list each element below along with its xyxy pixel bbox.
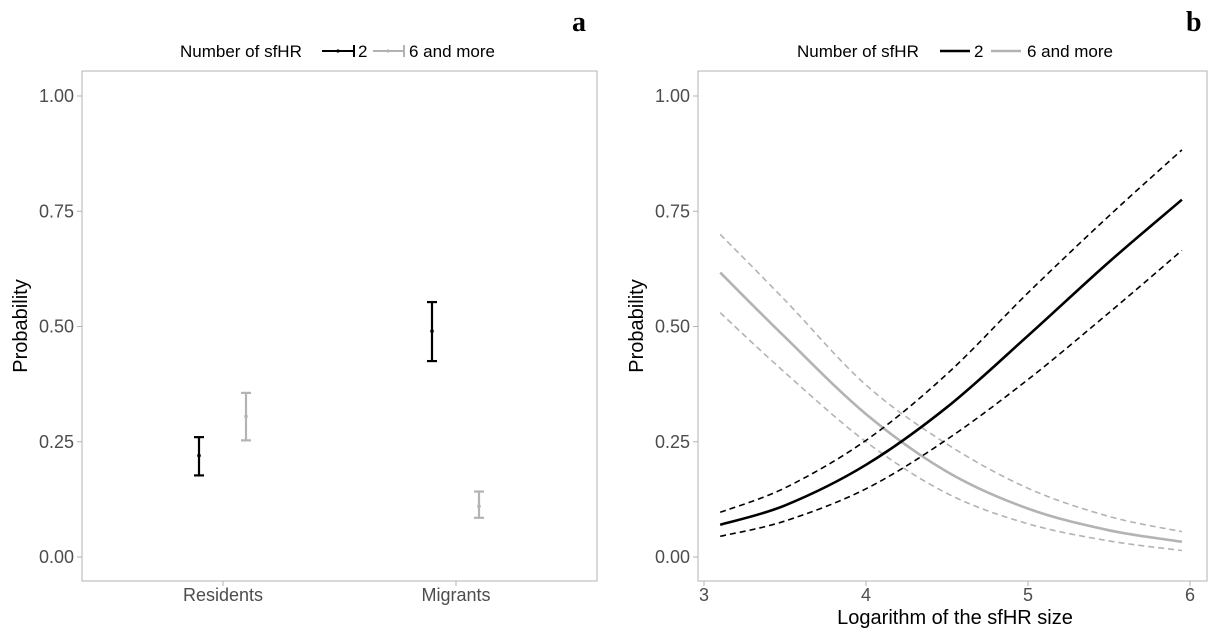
errorbar-point (244, 414, 248, 419)
y-tick-label: 0.25 (655, 432, 690, 452)
y-tick-label: 0.50 (655, 317, 690, 337)
series-2-ci-upper (719, 149, 1183, 514)
lines-b (719, 149, 1183, 552)
errorbar (241, 391, 251, 442)
y-tick-label: 1.00 (39, 86, 74, 106)
legend-a-key-2-point (336, 49, 340, 53)
legend-a-title: Number of sfHR (180, 42, 302, 61)
x-ticks-a: Residents Migrants (183, 581, 491, 605)
x-tick-label: 6 (1185, 585, 1195, 605)
panel-b-letter: b (1186, 7, 1202, 38)
errorbars-a (194, 300, 484, 519)
legend-b: Number of sfHR 2 6 and more (797, 42, 1113, 61)
y-tick-label: 0.00 (655, 547, 690, 567)
y-axis-label-a: Probability (10, 279, 32, 372)
legend-a-label-6: 6 and more (409, 42, 495, 61)
x-ticks-b: 3 4 5 6 (699, 581, 1195, 605)
y-tick-label: 1.00 (655, 86, 690, 106)
panel-a: a Number of sfHR 2 6 and more Probabilit… (10, 7, 598, 605)
y-tick-label: 0.50 (39, 317, 74, 337)
errorbar (474, 490, 484, 519)
errorbar-point (430, 329, 434, 333)
y-ticks-a: 0.00 0.25 0.50 0.75 1.00 (39, 86, 82, 567)
plot-frame-a (81, 70, 598, 582)
errorbar-point (197, 453, 201, 458)
legend-b-title: Number of sfHR (797, 42, 919, 61)
errorbar (427, 300, 437, 363)
legend-a-label-2: 2 (358, 42, 367, 61)
series-6-and-more-ci-lower (719, 312, 1183, 552)
y-tick-label: 0.00 (39, 547, 74, 567)
legend-b-label-2: 2 (974, 42, 983, 61)
y-tick-label: 0.75 (655, 201, 690, 221)
x-tick-label: Residents (183, 585, 263, 605)
errorbar-point (477, 504, 481, 509)
series-2-line (719, 198, 1183, 526)
y-axis-label-b: Probability (626, 279, 648, 372)
y-tick-label: 0.75 (39, 201, 74, 221)
legend-b-label-6: 6 and more (1027, 42, 1113, 61)
errorbar (194, 436, 204, 477)
x-tick-label: Migrants (421, 585, 490, 605)
panel-b: b Number of sfHR 2 6 and more Probabilit… (626, 7, 1208, 628)
x-tick-label: 4 (861, 585, 871, 605)
y-ticks-b: 0.00 0.25 0.50 0.75 1.00 (655, 86, 698, 567)
series-6-and-more-line (719, 271, 1183, 544)
series-2-ci-lower (720, 249, 1183, 538)
x-tick-label: 5 (1023, 585, 1033, 605)
y-tick-label: 0.25 (39, 432, 74, 452)
legend-a-key-6-point (386, 49, 390, 53)
panel-a-letter: a (572, 7, 586, 38)
x-axis-label-b: Logarithm of the sfHR size (837, 607, 1073, 628)
legend-a: Number of sfHR 2 6 and more (180, 42, 495, 61)
series-6-and-more-ci-upper (719, 233, 1183, 533)
x-tick-label: 3 (699, 585, 709, 605)
